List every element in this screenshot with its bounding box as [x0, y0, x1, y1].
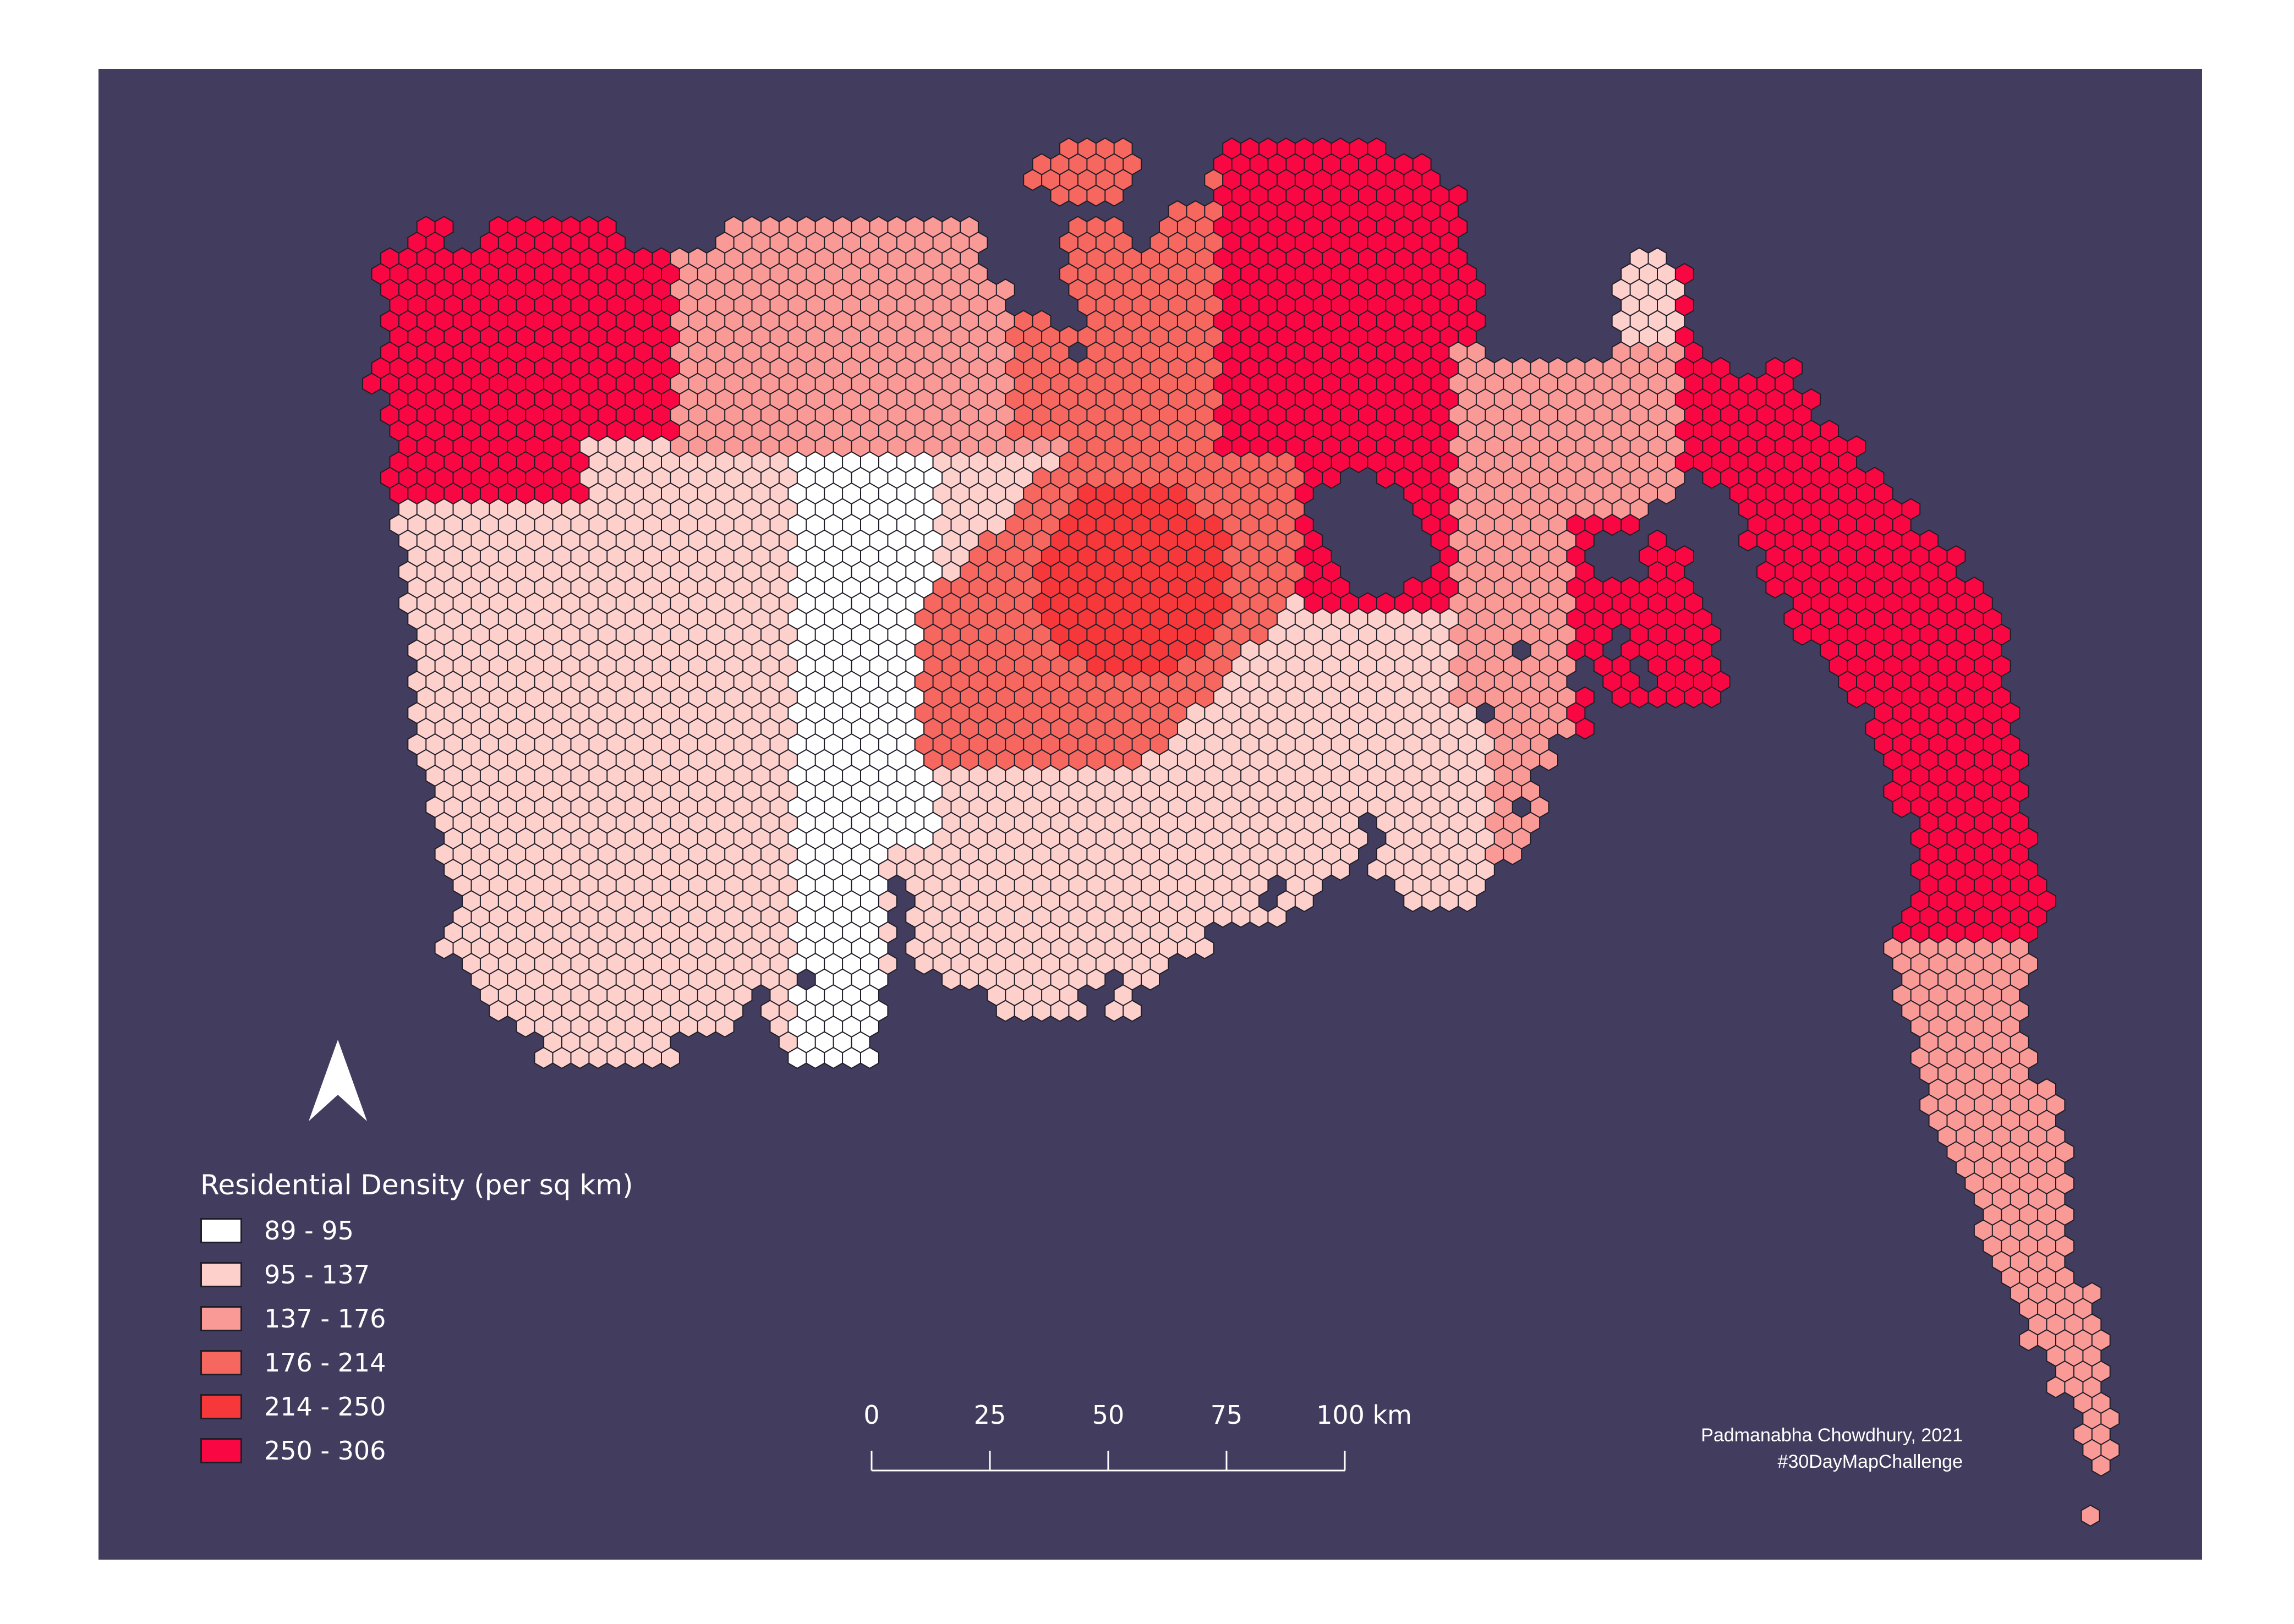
- hex-cells: [362, 137, 2056, 944]
- legend-label: 89 - 95: [264, 1216, 354, 1246]
- scale-tick-label: 0: [863, 1400, 880, 1430]
- hex-cells: [389, 247, 1685, 1069]
- map-frame: Residential Density (per sq km) 89 - 95 …: [98, 69, 2202, 1560]
- legend-item: 214 - 250: [200, 1385, 633, 1429]
- legend-item: 250 - 306: [200, 1429, 633, 1473]
- legend: Residential Density (per sq km) 89 - 95 …: [200, 1169, 633, 1473]
- legend-swatch: [200, 1218, 242, 1243]
- legend-label: 176 - 214: [264, 1348, 386, 1378]
- scale-tick-label: 25: [973, 1400, 1006, 1430]
- legend-item: 89 - 95: [200, 1209, 633, 1253]
- credit-author: Padmanabha Chowdhury, 2021: [1701, 1425, 1963, 1446]
- legend-title: Residential Density (per sq km): [200, 1169, 633, 1201]
- hex-class-5: [362, 137, 2056, 944]
- legend-swatch: [200, 1438, 242, 1463]
- north-arrow-icon: [309, 1040, 367, 1121]
- legend-items: 89 - 95 95 - 137 137 - 176 176 - 214 214…: [200, 1209, 633, 1473]
- credit: Padmanabha Chowdhury, 2021 #30DayMapChal…: [1701, 1422, 1963, 1475]
- legend-label: 137 - 176: [264, 1304, 386, 1334]
- scale-tick-label: 100 km: [1316, 1400, 1412, 1430]
- legend-swatch: [200, 1262, 242, 1287]
- hex-cells: [787, 451, 943, 1069]
- legend-item: 95 - 137: [200, 1253, 633, 1297]
- credit-hashtag: #30DayMapChallenge: [1777, 1451, 1963, 1472]
- hexbin-map: [362, 137, 2120, 1527]
- legend-swatch: [200, 1306, 242, 1331]
- legend-item: 137 - 176: [200, 1297, 633, 1341]
- hex-class-3: [914, 137, 1305, 771]
- legend-label: 214 - 250: [264, 1392, 386, 1422]
- hex-class-0: [787, 451, 943, 1069]
- hex-class-1: [389, 247, 1685, 1069]
- scale-tick-label: 75: [1210, 1400, 1243, 1430]
- scale-bar: 0 25 50 75 100 km: [863, 1400, 1412, 1477]
- scale-tick-label: 50: [1092, 1400, 1125, 1430]
- hex-cells: [914, 137, 1305, 771]
- hex-cells: [670, 216, 2120, 1527]
- scale-bar-line: [870, 1451, 1346, 1472]
- legend-item: 176 - 214: [200, 1341, 633, 1385]
- hex-cells: [1032, 482, 1233, 677]
- legend-swatch: [200, 1350, 242, 1375]
- legend-label: 95 - 137: [264, 1260, 370, 1290]
- hex-class-2: [670, 216, 2120, 1527]
- legend-label: 250 - 306: [264, 1436, 386, 1466]
- hex-class-4: [1032, 482, 1233, 677]
- legend-swatch: [200, 1394, 242, 1419]
